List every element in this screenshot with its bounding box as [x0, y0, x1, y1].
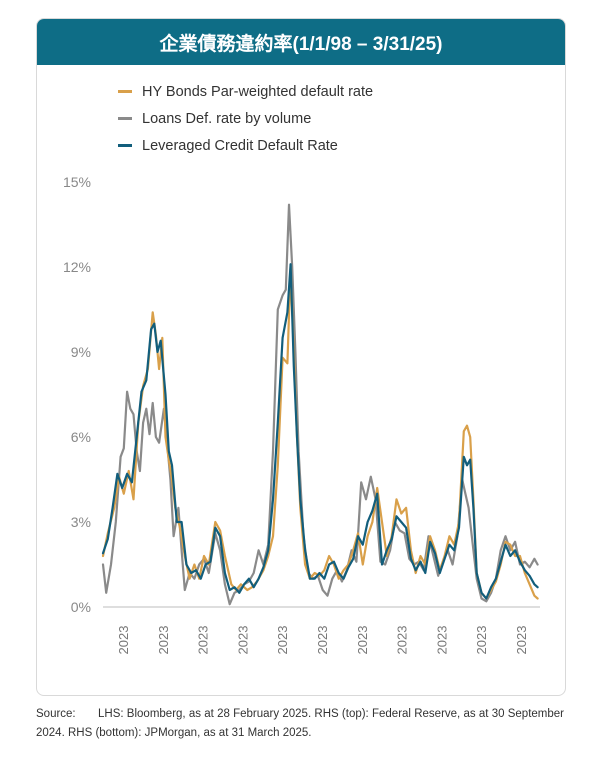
chart-card: 企業債務違約率(1/1/98 – 3/31/25)	[36, 18, 566, 696]
x-tick-label: 2023	[474, 626, 489, 655]
legend-label-leveraged-credit: Leveraged Credit Default Rate	[142, 137, 338, 154]
x-tick-label: 2023	[196, 626, 211, 655]
legend-item-leveraged-credit: Leveraged Credit Default Rate	[118, 132, 373, 159]
series-line-leveraged-credit	[101, 263, 539, 600]
legend-swatch-hy-bonds	[118, 90, 132, 93]
y-tick-label: 12%	[63, 259, 91, 275]
legend-label-hy-bonds: HY Bonds Par-weighted default rate	[142, 83, 374, 100]
y-tick-label: 15%	[63, 174, 91, 190]
series-line-hy-bonds	[101, 265, 539, 600]
source-label: Source:	[36, 708, 76, 720]
source-text: LHS: Bloomberg, as at 28 February 2025. …	[36, 708, 564, 739]
chart-title: 企業債務違約率(1/1/98 – 3/31/25)	[37, 19, 565, 65]
series-line-loans	[101, 203, 539, 606]
y-tick-label: 6%	[71, 429, 91, 445]
x-tick-label: 2023	[156, 626, 171, 655]
x-tick-label: 2023	[395, 626, 410, 655]
y-tick-label: 0%	[71, 599, 91, 615]
legend: HY Bonds Par-weighted default rate Loans…	[118, 78, 373, 159]
x-tick-label: 2023	[315, 626, 330, 655]
source-note: Source: LHS: Bloomberg, as at 28 February…	[36, 705, 564, 743]
y-tick-label: 9%	[71, 344, 91, 360]
legend-swatch-leveraged-credit	[118, 144, 132, 147]
x-tick-label: 2023	[434, 626, 449, 655]
x-tick-label: 2023	[514, 626, 529, 655]
x-tick-label: 2023	[235, 626, 250, 655]
legend-label-loans: Loans Def. rate by volume	[142, 110, 312, 127]
x-tick-label: 2023	[355, 626, 370, 655]
x-tick-label: 2023	[275, 626, 290, 655]
y-tick-label: 3%	[71, 514, 91, 530]
legend-item-hy-bonds: HY Bonds Par-weighted default rate	[118, 78, 373, 105]
x-tick-label: 2023	[116, 626, 131, 655]
legend-item-loans: Loans Def. rate by volume	[118, 105, 373, 132]
legend-swatch-loans	[118, 117, 132, 120]
